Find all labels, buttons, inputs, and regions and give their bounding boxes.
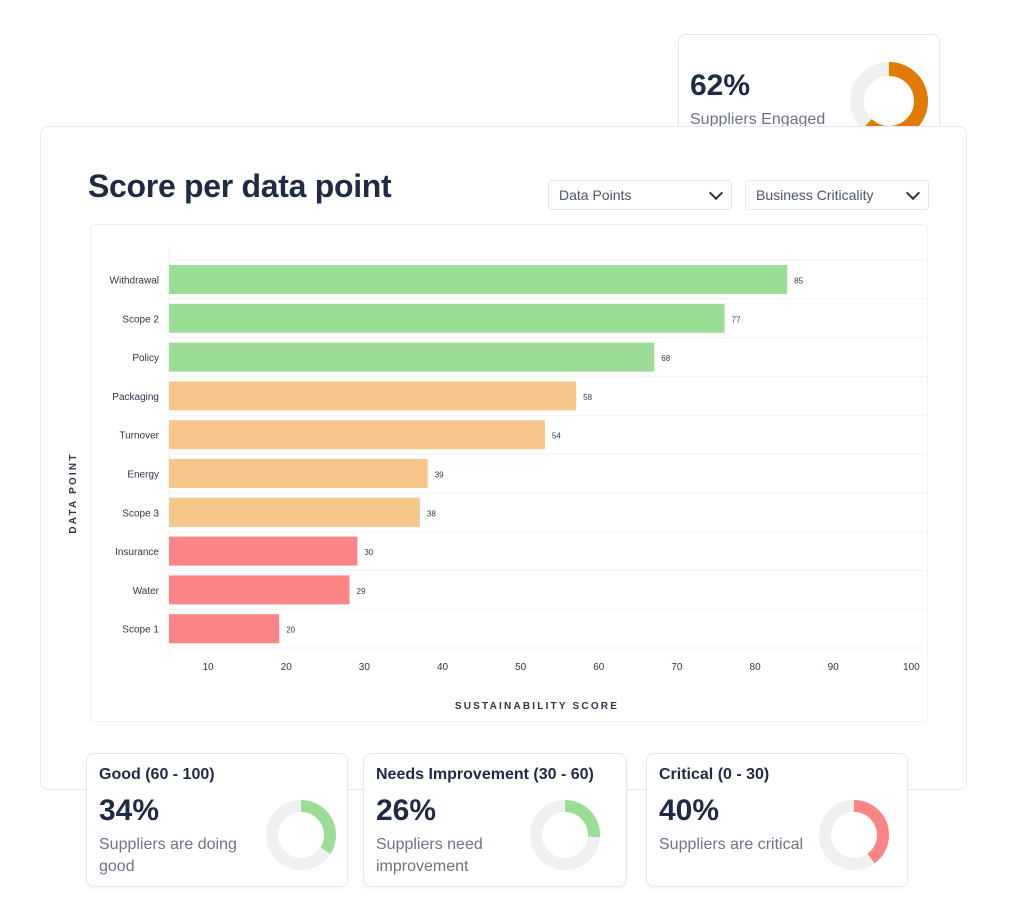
chevron-down-icon [708,185,724,201]
bar [169,536,358,566]
bar [169,575,350,605]
critical-donut-arc [819,800,889,870]
bar-chart: Withdrawal 85 Scope 2 77 Policy 68 Packaging 58… [68,224,928,722]
data-label: 38 [427,509,436,518]
business-criticality-select[interactable]: Business Criticality [745,180,929,210]
x-axis-label: SUSTAINABILITY SCORE [455,701,619,712]
good-description: Suppliers are doing good [99,836,237,875]
data-label: 20 [286,626,295,635]
needs-improvement-card: Needs Improvement (30 - 60) 26% Supplier… [363,753,627,887]
good-percent: 34% [99,794,160,827]
data-label: 29 [357,587,366,596]
needs-improvement-description: Suppliers need improvement [376,836,483,875]
data-label: 77 [732,315,741,324]
category-label: Scope 1 [122,625,159,636]
bar [169,497,420,527]
bar [169,265,788,294]
critical-heading: Critical (0 - 30) [659,766,770,783]
data-label: 85 [794,277,803,286]
bar [169,420,545,450]
good-card: Good (60 - 100) 34% Suppliers are doing … [86,753,348,887]
data-label: 30 [364,548,373,557]
category-label: Water [133,586,160,597]
critical-card: Critical (0 - 30) 40% Suppliers are crit… [646,753,908,887]
category-label: Scope 3 [122,508,159,519]
critical-donut [819,800,889,870]
needs-improvement-donut-arc [530,800,600,870]
x-tick-label: 50 [515,662,527,673]
x-tick-label: 100 [903,662,920,673]
good-donut-arc [266,800,336,870]
category-label: Scope 2 [122,314,159,325]
bar-chart-svg: Withdrawal 85 Scope 2 77 Policy 68 Packaging 58… [68,247,927,712]
x-tick-label: 40 [437,662,449,673]
data-label: 58 [583,393,592,402]
bar [169,342,655,372]
bar [169,614,280,644]
x-tick-label: 90 [828,662,840,673]
x-tick-label: 20 [281,662,293,673]
category-label: Insurance [115,547,159,558]
needs-improvement-heading: Needs Improvement (30 - 60) [376,766,594,783]
data-label: 54 [552,432,561,441]
category-label: Packaging [112,392,159,403]
page-title: Score per data point [88,168,392,204]
chevron-down-icon [905,185,921,201]
needs-improvement-donut [530,800,600,870]
data-label: 68 [661,354,670,363]
engaged-percent: 62% [690,69,751,102]
x-tick-label: 30 [359,662,371,673]
category-label: Withdrawal [110,276,159,287]
bar [169,459,428,488]
bar [169,381,577,411]
x-tick-label: 10 [203,662,215,673]
needs-improvement-percent: 26% [376,794,437,827]
category-label: Turnover [119,431,159,442]
bar [169,303,725,333]
good-heading: Good (60 - 100) [99,766,215,783]
critical-description: Suppliers are critical [659,836,804,853]
engaged-label: Suppliers Engaged [690,111,826,128]
y-axis-label: DATA POINT [68,452,79,533]
business-criticality-select-label: Business Criticality [756,187,874,203]
critical-percent: 40% [659,794,720,827]
data-points-select[interactable]: Data Points [548,180,732,210]
data-points-select-label: Data Points [559,187,632,203]
data-label: 39 [435,471,444,480]
good-donut [266,800,336,870]
x-tick-label: 70 [671,662,683,673]
x-tick-label: 80 [750,662,762,673]
category-label: Policy [132,353,159,364]
category-label: Energy [127,470,159,481]
x-tick-label: 60 [593,662,605,673]
